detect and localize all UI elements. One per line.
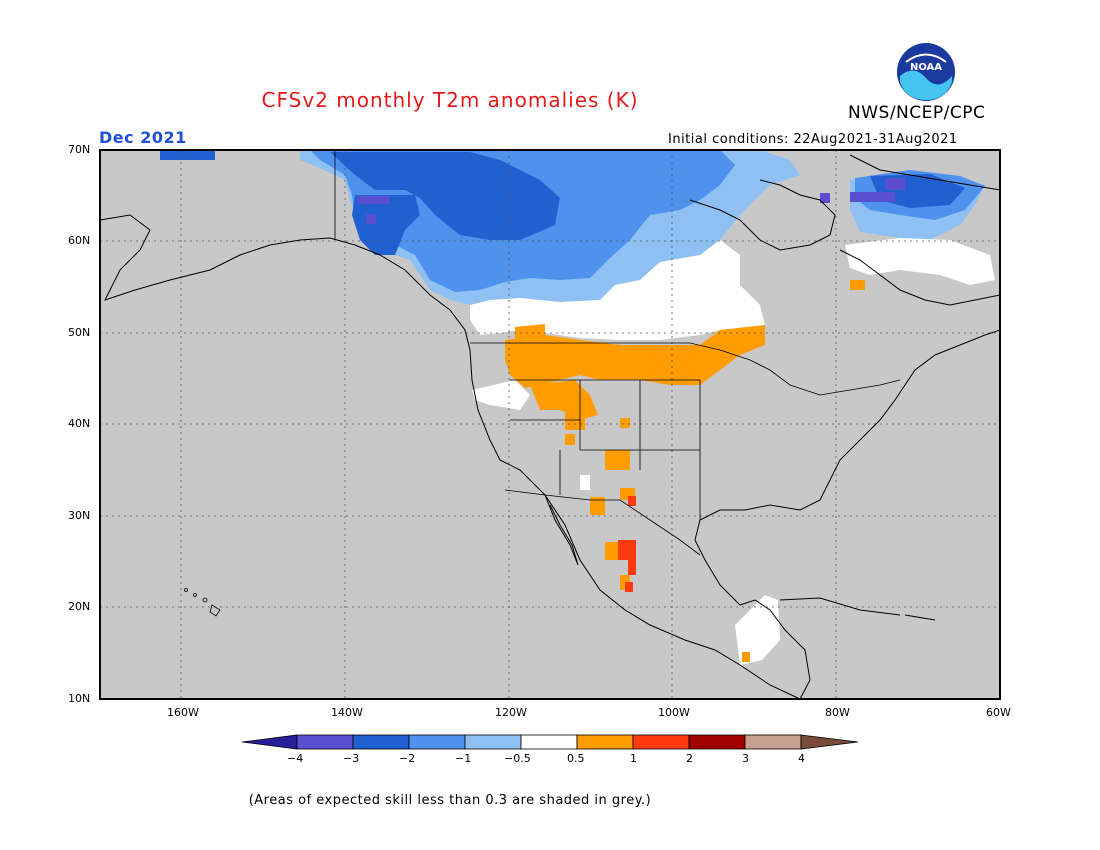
- shade-orange-co: [620, 418, 630, 428]
- colorbar-label: −0.5: [504, 752, 531, 765]
- colorbar-bin-8: [688, 734, 746, 750]
- shade-deep-blue-ne2: [885, 178, 905, 190]
- anomaly-shading: [160, 150, 995, 665]
- lat-label-40: 40N: [68, 417, 91, 430]
- lat-label-20: 20N: [68, 600, 91, 613]
- shade-white: [470, 240, 765, 340]
- shade-red-mx: [618, 540, 636, 575]
- hawaii-islands: [184, 588, 221, 617]
- colorbar-label: −2: [399, 752, 416, 765]
- lon-label-120w: 120W: [495, 706, 527, 719]
- colorbar-high-arrow: [800, 734, 859, 750]
- shade-orange-north: [505, 325, 765, 388]
- shade-orange-az: [590, 497, 605, 515]
- shade-deep-blue-ne3: [820, 193, 830, 203]
- initial-conditions-label: Initial conditions: 22Aug2021-31Aug2021: [668, 132, 958, 147]
- shade-orange-ca: [742, 652, 750, 662]
- hispaniola: [904, 614, 936, 621]
- shade-red-mx2: [625, 582, 633, 592]
- map-frame: [99, 149, 1001, 700]
- lon-label-140w: 140W: [331, 706, 363, 719]
- valid-month-label: Dec 2021: [99, 128, 187, 147]
- skill-footnote: (Areas of expected skill less than 0.3 a…: [248, 793, 652, 808]
- hudson-bay: [689, 179, 836, 251]
- colorbar-bin-4: [464, 734, 522, 750]
- logo-text: NOAA: [910, 62, 942, 73]
- colorbar-bin-5: [520, 734, 578, 750]
- gulf-coast: [694, 329, 1001, 700]
- lon-label-80w: 80W: [825, 706, 850, 719]
- borders: [334, 150, 901, 556]
- map-title: CFSv2 monthly T2m anomalies (K): [261, 88, 639, 112]
- shade-orange-sw2: [565, 434, 575, 445]
- colorbar-low-arrow: [241, 734, 298, 750]
- labrador-coast: [839, 249, 1001, 306]
- shade-white-sw: [580, 475, 590, 490]
- shade-deep-blue-w2: [366, 214, 376, 224]
- lat-label-60: 60N: [68, 234, 91, 247]
- state-lines: [510, 379, 701, 520]
- colorbar-label: 0.5: [567, 752, 585, 765]
- lat-label-70: 70N: [68, 143, 91, 156]
- shade-deep-blue-ne: [850, 192, 895, 202]
- colorbar-label: 1: [630, 752, 637, 765]
- shade-white-pnw: [472, 380, 530, 410]
- colorbar-bin-9: [744, 734, 802, 750]
- lat-label-10: 10N: [68, 692, 91, 705]
- agency-label: NWS/NCEP/CPC: [848, 103, 986, 123]
- colorbar-bin-7: [632, 734, 690, 750]
- greenland-coast: [849, 154, 1001, 191]
- colorbar-bin-3: [408, 734, 466, 750]
- colorbar-label: 2: [686, 752, 693, 765]
- graticule: [100, 150, 1000, 699]
- shade-dark-blue-w: [352, 195, 420, 255]
- shade-dark-blue-nw: [160, 150, 215, 160]
- colorbar-label: −3: [343, 752, 360, 765]
- shade-white-labrador: [845, 238, 995, 285]
- colorbar: [241, 734, 859, 750]
- noaa-logo: NOAA: [897, 43, 955, 101]
- alaska-coast: [99, 214, 801, 700]
- colorbar-label: −4: [287, 752, 304, 765]
- cuba: [779, 597, 901, 616]
- lat-label-50: 50N: [68, 326, 91, 339]
- us-mexico-border: [504, 489, 701, 556]
- colorbar-bin-1: [296, 734, 354, 750]
- lon-label-100w: 100W: [658, 706, 690, 719]
- colorbar-label: 3: [742, 752, 749, 765]
- shade-orange-quebec: [850, 280, 865, 290]
- baja-coast: [544, 494, 579, 566]
- shade-red-az: [628, 496, 636, 506]
- us-canada-border: [470, 342, 901, 396]
- colorbar-label: 4: [798, 752, 805, 765]
- colorbar-bin-2: [352, 734, 410, 750]
- shade-orange-nm: [605, 450, 630, 470]
- lon-label-60w: 60W: [986, 706, 1011, 719]
- lat-label-30: 30N: [68, 509, 91, 522]
- shade-dark-blue: [330, 152, 560, 240]
- colorbar-label: −1: [455, 752, 472, 765]
- coastlines: [99, 154, 1001, 700]
- lon-label-160w: 160W: [167, 706, 199, 719]
- shade-orange-mx2: [605, 542, 620, 560]
- shade-white-central-am: [735, 595, 780, 665]
- shade-deep-blue-w: [358, 196, 390, 204]
- colorbar-bin-6: [576, 734, 634, 750]
- shade-orange-nw: [515, 324, 545, 340]
